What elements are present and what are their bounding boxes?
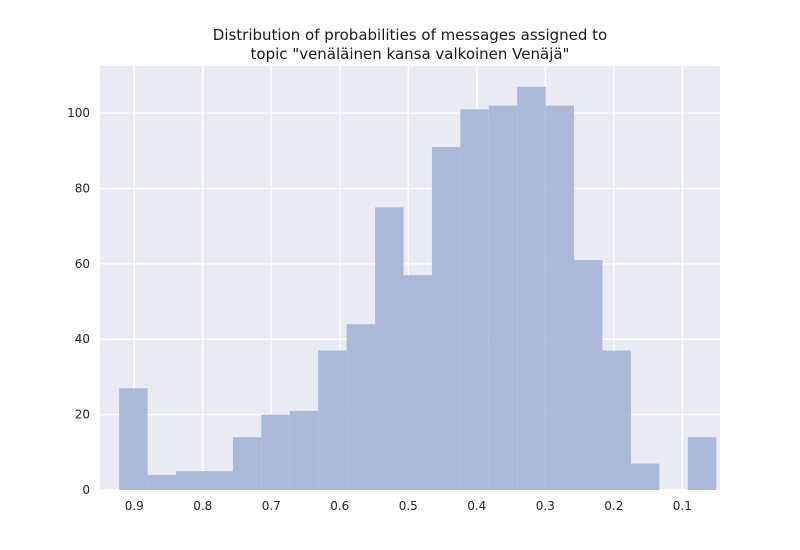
y-tick-label: 20 <box>75 408 90 422</box>
histogram-bar <box>318 350 347 490</box>
histogram-bar <box>261 414 290 490</box>
x-tick-label: 0.1 <box>673 499 692 513</box>
histogram-bar <box>204 471 233 490</box>
x-tick-label: 0.6 <box>330 499 349 513</box>
histogram-bar <box>545 105 575 490</box>
histogram-bar <box>687 437 717 490</box>
x-tick-label: 0.5 <box>399 499 418 513</box>
y-tick-label: 40 <box>75 332 90 346</box>
histogram-bar <box>289 410 319 490</box>
y-tick-label: 60 <box>75 257 90 271</box>
histogram-bar <box>574 260 603 490</box>
histogram-bar <box>403 275 432 490</box>
histogram-bar <box>346 324 376 490</box>
y-tick-label: 100 <box>67 106 90 120</box>
histogram-bar <box>488 105 518 490</box>
x-tick-label: 0.9 <box>125 499 144 513</box>
histogram-bar <box>460 109 489 490</box>
histogram-bar <box>147 474 177 490</box>
histogram-bar <box>517 86 546 491</box>
chart-title-line-1: Distribution of probabilities of message… <box>213 26 607 44</box>
chart-title-line-2: topic "venäläinen kansa valkoinen Venäjä… <box>251 45 570 63</box>
histogram-bar <box>119 388 148 490</box>
x-tick-label: 0.2 <box>604 499 623 513</box>
y-tick-label: 0 <box>82 483 90 497</box>
x-tick-label: 0.7 <box>262 499 281 513</box>
histogram-bar <box>176 471 205 490</box>
y-tick-label: 80 <box>75 181 90 195</box>
histogram-bar <box>630 463 660 490</box>
x-tick-label: 0.3 <box>536 499 555 513</box>
x-tick-label: 0.4 <box>467 499 486 513</box>
histogram-bar <box>232 437 262 490</box>
y-axis-ticks: 0 20 40 60 80 100 <box>67 106 90 497</box>
histogram-bars <box>119 86 717 491</box>
histogram-bar <box>375 207 404 491</box>
histogram-bar <box>431 147 461 490</box>
x-axis-ticks: 0.9 0.8 0.7 0.6 0.5 0.4 0.3 0.2 0.1 <box>125 499 692 513</box>
histogram-bar <box>602 350 631 490</box>
x-tick-label: 0.8 <box>193 499 212 513</box>
